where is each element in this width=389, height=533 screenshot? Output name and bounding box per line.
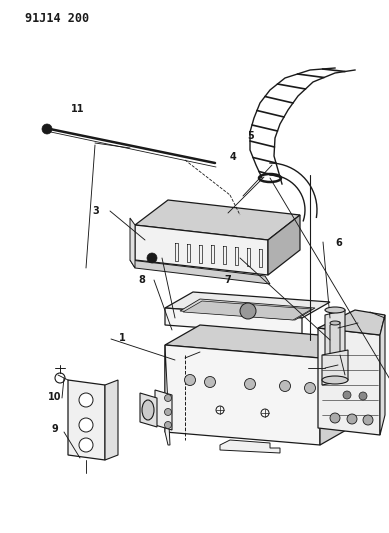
Text: 11: 11 xyxy=(71,104,84,114)
Ellipse shape xyxy=(322,376,348,384)
Text: 9: 9 xyxy=(51,424,58,434)
Polygon shape xyxy=(320,338,355,445)
Polygon shape xyxy=(318,310,385,335)
Polygon shape xyxy=(135,200,300,240)
Text: 91J14 200: 91J14 200 xyxy=(25,12,89,25)
Circle shape xyxy=(347,414,357,424)
Polygon shape xyxy=(175,353,340,381)
Text: 1: 1 xyxy=(119,334,126,343)
Circle shape xyxy=(330,413,340,423)
Polygon shape xyxy=(318,328,380,435)
Ellipse shape xyxy=(330,321,340,325)
Polygon shape xyxy=(130,260,270,284)
Ellipse shape xyxy=(325,307,345,313)
Polygon shape xyxy=(130,218,135,268)
Text: 5: 5 xyxy=(247,131,254,141)
Text: 7: 7 xyxy=(224,275,231,285)
Text: 3: 3 xyxy=(92,206,99,215)
Circle shape xyxy=(343,391,351,399)
Text: 2: 2 xyxy=(148,254,155,263)
Circle shape xyxy=(359,392,367,400)
Circle shape xyxy=(165,408,172,416)
Polygon shape xyxy=(165,308,302,335)
Circle shape xyxy=(305,383,315,393)
Polygon shape xyxy=(322,350,348,385)
Text: 6: 6 xyxy=(335,238,342,247)
Circle shape xyxy=(42,124,52,134)
Circle shape xyxy=(165,422,172,429)
Circle shape xyxy=(147,253,157,263)
Polygon shape xyxy=(325,310,345,360)
Circle shape xyxy=(205,376,216,387)
Polygon shape xyxy=(140,393,157,427)
Polygon shape xyxy=(165,292,330,318)
Polygon shape xyxy=(68,380,105,460)
Polygon shape xyxy=(380,315,385,435)
Text: 8: 8 xyxy=(138,275,145,285)
Circle shape xyxy=(79,393,93,407)
Circle shape xyxy=(184,375,196,385)
Polygon shape xyxy=(155,390,172,430)
Polygon shape xyxy=(330,322,340,358)
Polygon shape xyxy=(165,345,170,445)
Polygon shape xyxy=(165,345,320,445)
Circle shape xyxy=(165,394,172,401)
Polygon shape xyxy=(180,299,315,320)
Polygon shape xyxy=(183,301,312,320)
Text: 10: 10 xyxy=(48,392,61,402)
Polygon shape xyxy=(220,440,280,453)
Circle shape xyxy=(79,418,93,432)
Polygon shape xyxy=(165,325,355,358)
Circle shape xyxy=(363,415,373,425)
Circle shape xyxy=(245,378,256,390)
Circle shape xyxy=(280,381,291,392)
Circle shape xyxy=(79,438,93,452)
Text: 4: 4 xyxy=(230,152,237,162)
Circle shape xyxy=(240,303,256,319)
Polygon shape xyxy=(135,225,268,275)
Ellipse shape xyxy=(142,400,154,420)
Polygon shape xyxy=(268,215,300,275)
Polygon shape xyxy=(105,380,118,460)
